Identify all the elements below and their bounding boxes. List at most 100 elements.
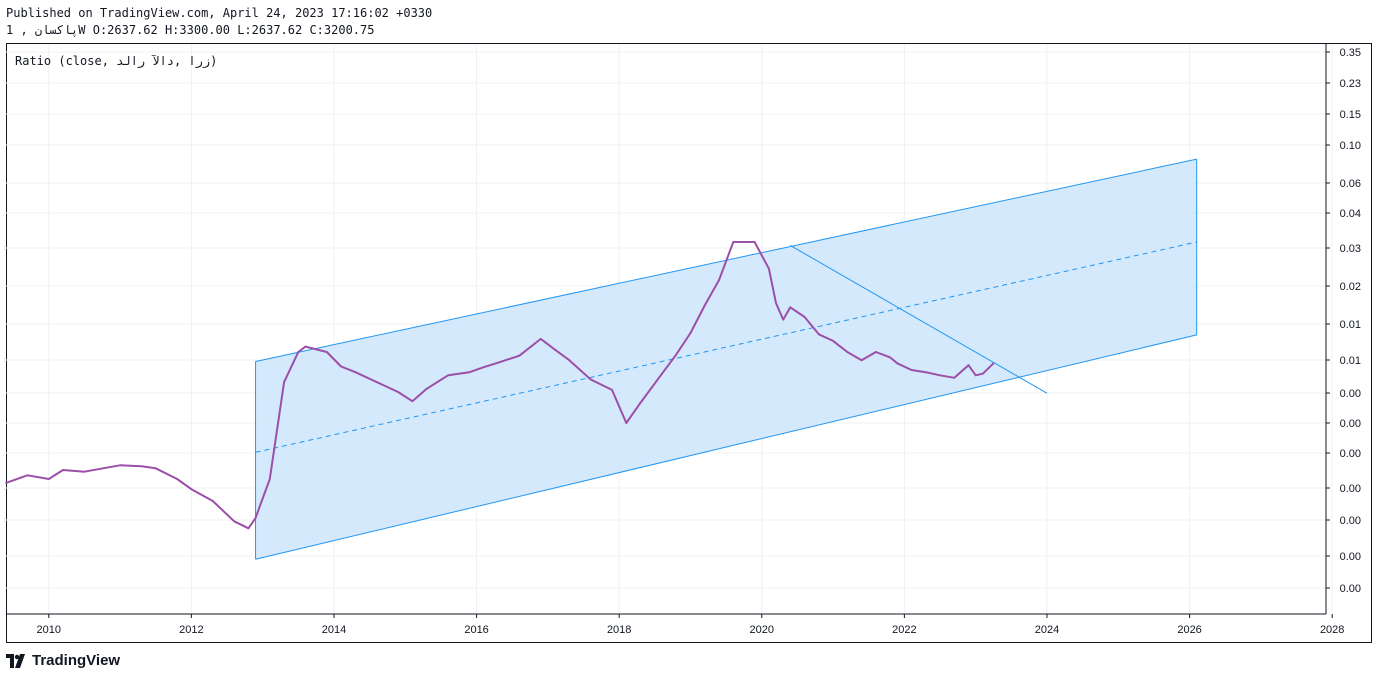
y-tick-label: 0.06 xyxy=(1340,178,1361,190)
data-point xyxy=(5,482,7,484)
y-tick-label: 0.00 xyxy=(1340,551,1361,563)
x-tick-label: 2014 xyxy=(322,624,346,636)
data-point xyxy=(732,241,735,243)
data-point xyxy=(190,488,193,491)
x-tick-label: 2024 xyxy=(1035,624,1059,636)
data-point xyxy=(539,338,542,340)
y-tick-label: 0.35 xyxy=(1340,47,1361,59)
y-tick-label: 0.03 xyxy=(1340,243,1361,255)
y-axis-ticks: 0.35 0.23 0.15 0.10 0.06 0.04 0.03 0.02 0.01 0.01… xyxy=(1326,47,1361,595)
indicator-legend[interactable]: Ratio (close, زرا ,دالآ رالد) xyxy=(15,54,218,68)
ratio-series xyxy=(5,241,995,530)
data-point xyxy=(554,348,556,351)
y-tick-label: 0.00 xyxy=(1340,515,1361,527)
data-point xyxy=(939,374,941,377)
data-point xyxy=(789,306,792,309)
data-point xyxy=(718,279,720,281)
data-point xyxy=(375,381,378,383)
data-point xyxy=(924,371,927,374)
x-tick-label: 2028 xyxy=(1320,624,1344,636)
data-point xyxy=(782,318,785,321)
data-point xyxy=(703,304,706,307)
channel-fill xyxy=(255,159,1197,560)
data-point xyxy=(304,345,307,348)
data-point xyxy=(233,520,236,523)
symbol-ohlc-info: پاکسان , 1W O:2637.62 H:3300.00 L:2637.6… xyxy=(6,23,375,37)
data-point xyxy=(140,465,143,468)
data-point xyxy=(846,351,849,353)
data-point xyxy=(639,401,642,404)
y-tick-label: 0.01 xyxy=(1340,319,1361,331)
data-point xyxy=(661,372,663,375)
data-point xyxy=(468,371,471,374)
data-point xyxy=(875,351,877,353)
regression-channel xyxy=(255,158,1198,560)
data-point xyxy=(568,359,571,362)
x-tick-label: 2012 xyxy=(179,624,203,636)
data-point xyxy=(47,478,50,480)
x-tick-label: 2020 xyxy=(750,624,774,636)
data-point xyxy=(411,400,414,403)
y-tick-label: 0.10 xyxy=(1340,140,1361,152)
data-point xyxy=(247,527,250,530)
data-point xyxy=(689,332,692,334)
data-point xyxy=(518,354,521,357)
y-tick-label: 0.00 xyxy=(1340,483,1361,495)
data-point xyxy=(62,469,64,471)
x-tick-label: 2026 xyxy=(1177,624,1201,636)
y-tick-label: 0.01 xyxy=(1340,355,1361,367)
data-point xyxy=(967,364,970,367)
data-point xyxy=(83,470,86,473)
y-tick-label: 0.23 xyxy=(1340,78,1361,90)
trend-line xyxy=(790,245,1048,394)
data-point xyxy=(425,387,428,390)
data-point xyxy=(625,422,628,424)
data-point xyxy=(974,374,977,377)
data-point xyxy=(497,361,499,364)
y-tick-label: 0.00 xyxy=(1340,388,1361,400)
data-point xyxy=(910,369,913,371)
x-tick-label: 2018 xyxy=(607,624,631,636)
channel-lower-line xyxy=(255,334,1197,560)
data-point xyxy=(397,391,399,393)
data-point xyxy=(482,366,485,369)
x-axis-ticks: 2010 2012 2014 2016 2018 2020 2022 2024 2026 2028 xyxy=(37,614,1344,636)
data-point xyxy=(340,365,342,368)
data-point xyxy=(775,302,777,304)
y-tick-label: 0.00 xyxy=(1340,448,1361,460)
axes xyxy=(6,44,1327,615)
downtrend-line xyxy=(790,245,1048,394)
data-point xyxy=(447,374,449,377)
data-point xyxy=(119,464,121,467)
data-point xyxy=(325,351,328,353)
tradingview-logo-icon xyxy=(6,653,25,668)
data-point xyxy=(953,376,956,379)
data-point xyxy=(254,517,257,519)
data-point xyxy=(803,316,806,318)
data-point xyxy=(176,478,179,480)
data-point xyxy=(611,389,613,391)
chart-frame[interactable] xyxy=(6,43,1372,643)
data-point xyxy=(981,372,984,375)
y-tick-label: 0.00 xyxy=(1340,418,1361,430)
x-tick-label: 2022 xyxy=(892,624,916,636)
data-point xyxy=(589,378,592,381)
data-point xyxy=(675,353,678,356)
y-tick-label: 0.15 xyxy=(1340,109,1361,121)
x-tick-label: 2010 xyxy=(37,624,61,636)
data-point xyxy=(354,371,357,374)
tradingview-logo[interactable]: TradingView xyxy=(6,652,120,669)
y-tick-label: 0.02 xyxy=(1340,281,1361,293)
data-point xyxy=(283,381,285,383)
data-point xyxy=(211,500,214,502)
data-point xyxy=(860,359,863,362)
data-point xyxy=(268,478,271,480)
channel-mid-line xyxy=(255,241,1197,453)
data-point xyxy=(154,467,157,470)
data-point xyxy=(889,356,891,359)
data-point xyxy=(753,241,756,243)
y-tick-label: 0.04 xyxy=(1340,208,1361,220)
y-tick-label: 0.00 xyxy=(1340,583,1361,595)
data-point xyxy=(768,267,770,270)
